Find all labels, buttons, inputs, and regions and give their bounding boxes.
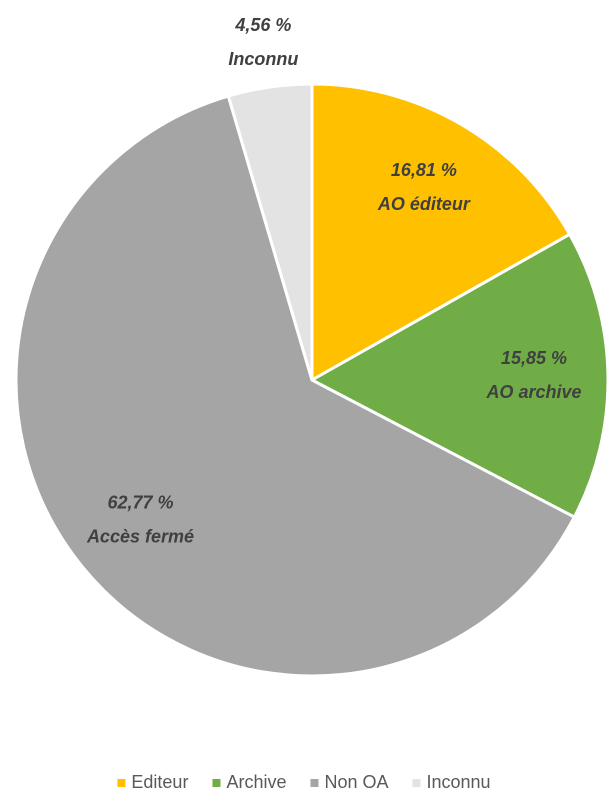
- legend-swatch: [412, 779, 421, 787]
- slice-label: AO archive: [485, 382, 581, 402]
- slice-label: Accès fermé: [86, 527, 194, 547]
- legend-swatch: [212, 779, 221, 787]
- slice-value-label: 15,85 %: [501, 348, 567, 368]
- legend-swatch: [117, 779, 126, 787]
- pie-slice: [14, 94, 577, 678]
- legend-label: Inconnu: [427, 772, 491, 792]
- pie-slice: [226, 82, 314, 381]
- slice-value-label: 62,77 %: [107, 493, 173, 513]
- slice-value-label: 16,81 %: [391, 160, 457, 180]
- legend-label: Archive: [226, 772, 286, 792]
- pie-slice: [310, 82, 572, 383]
- legend-label: Editeur: [131, 772, 188, 792]
- legend-swatch: [310, 779, 319, 787]
- slice-value-label: 4,56 %: [234, 15, 291, 35]
- slice-label: AO éditeur: [377, 194, 471, 214]
- slice-label: Inconnu: [228, 49, 298, 69]
- legend-label: Non OA: [324, 772, 388, 792]
